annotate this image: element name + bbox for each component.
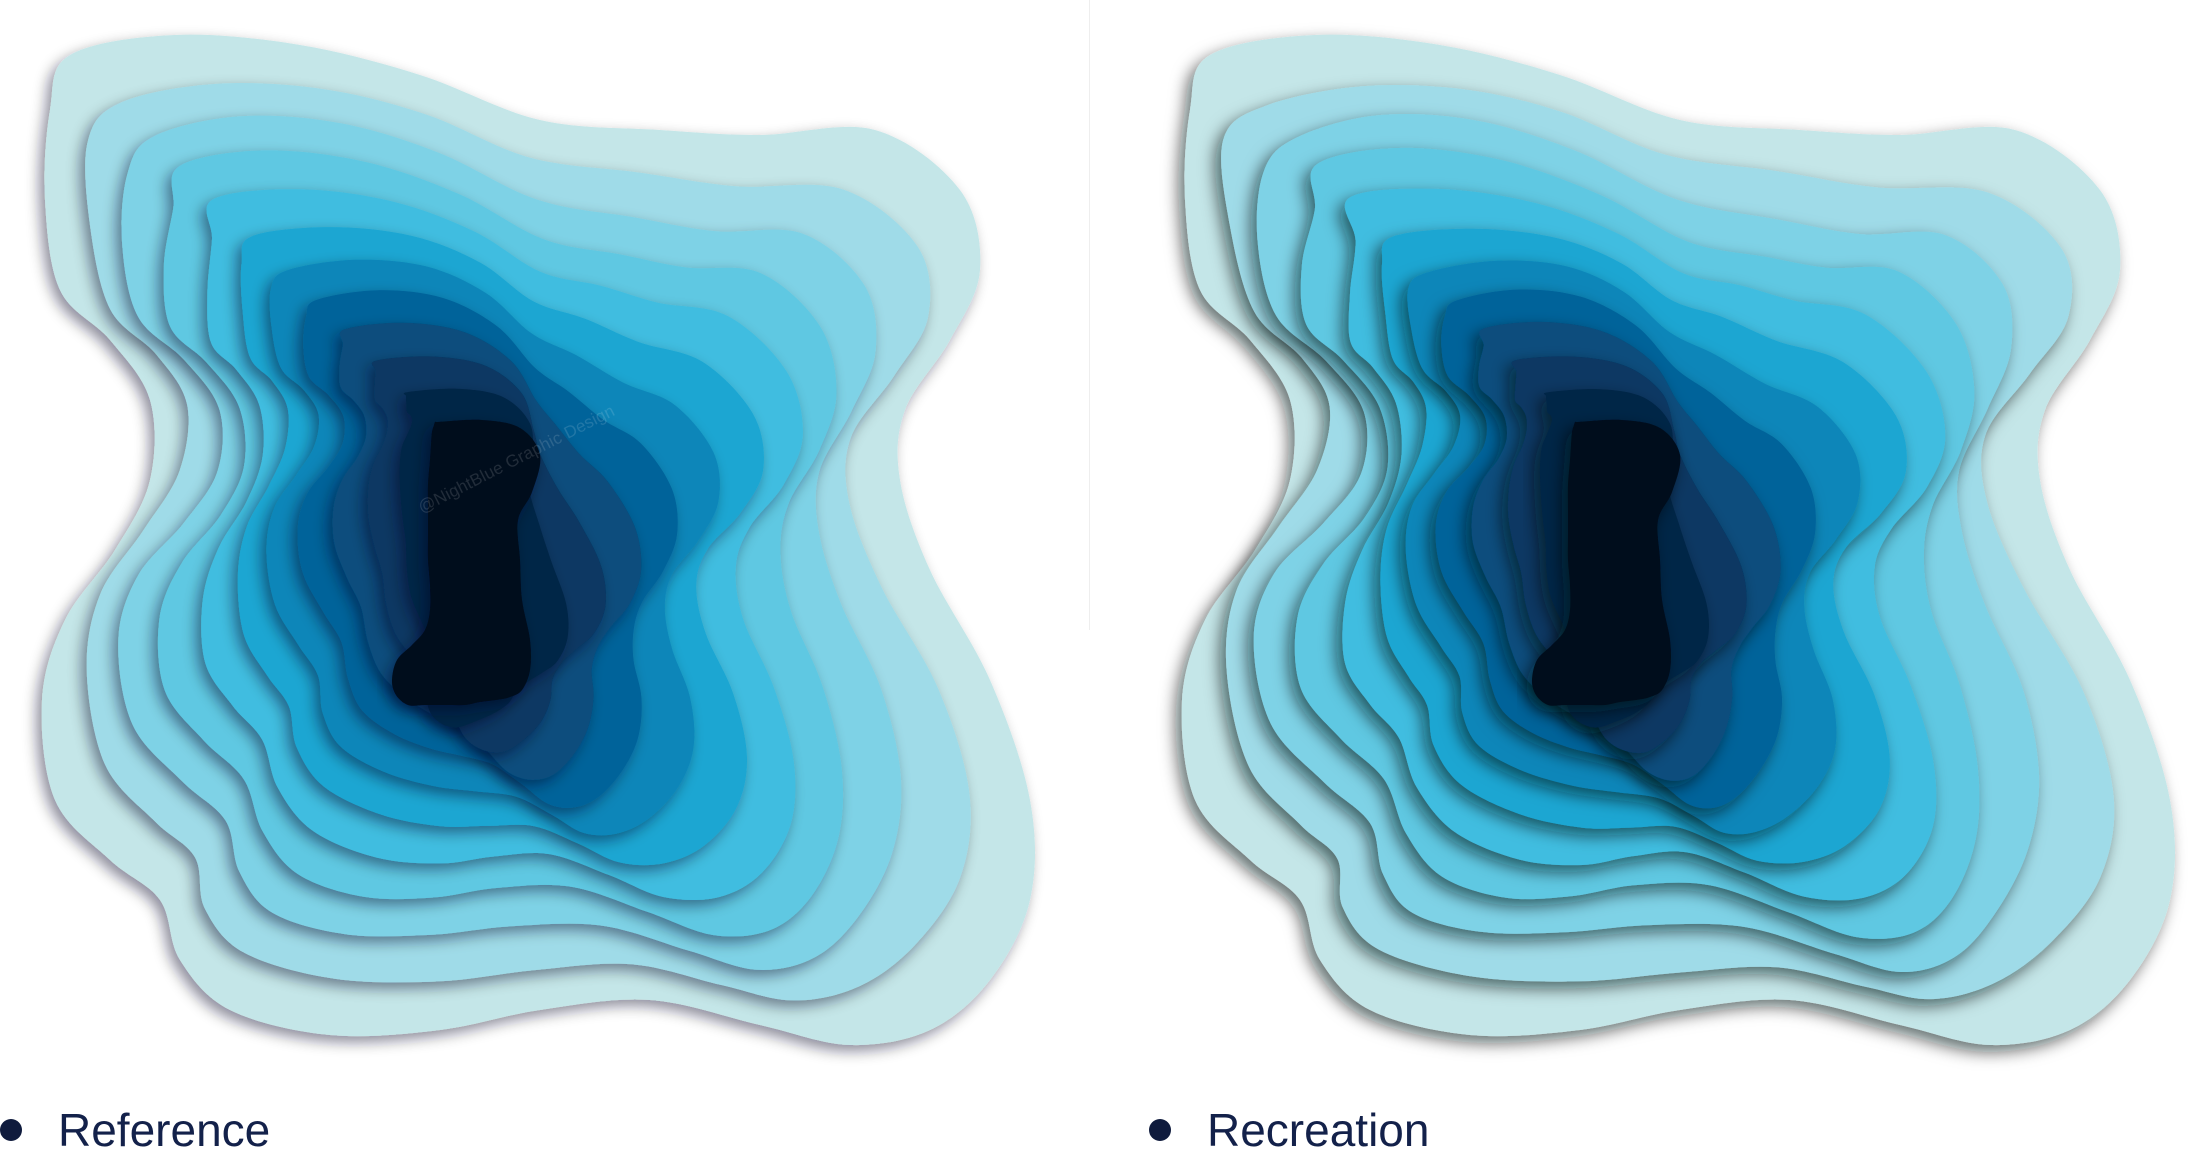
paper-layer-12 — [1531, 419, 1681, 706]
recreation-image-panel — [1140, 0, 2192, 1046]
caption-recreation-label: Recreation — [1207, 1104, 1430, 1156]
reference-frame-edge — [1089, 0, 1090, 630]
reference-layer-stack — [41, 34, 1036, 1046]
reference-image-panel: @NightBlue Graphic Design — [0, 0, 1090, 1046]
reference-paper-cut-artwork — [41, 34, 1036, 1046]
recreation-layer-stack — [1181, 34, 2176, 1046]
caption-reference-label: Reference — [58, 1104, 271, 1156]
caption-recreation: Recreation — [1149, 1104, 1430, 1156]
bullet-icon — [1149, 1119, 1171, 1141]
paper-layer-12 — [391, 419, 541, 706]
recreation-paper-cut-artwork — [1181, 34, 2176, 1046]
caption-reference: Reference — [0, 1104, 271, 1156]
bullet-icon — [0, 1119, 22, 1141]
